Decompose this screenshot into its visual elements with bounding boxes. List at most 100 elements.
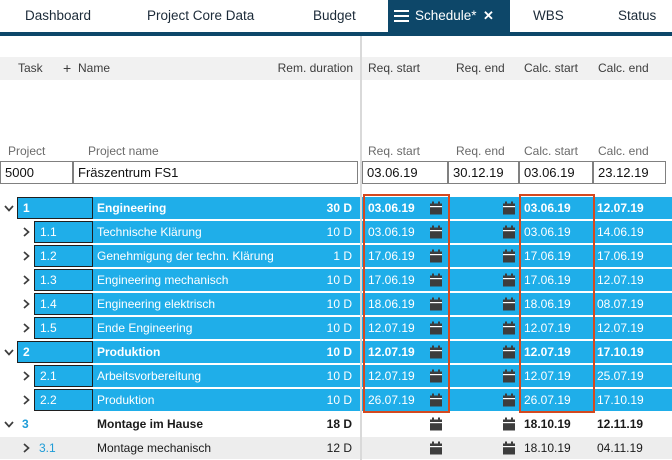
task-name-cell[interactable]: Produktion bbox=[97, 345, 161, 359]
task-number-cell[interactable]: 2 bbox=[17, 341, 93, 363]
remaining-duration-cell[interactable]: 30 D bbox=[326, 201, 352, 215]
task-row[interactable]: 1 Engineering 30 D 03.06.19 03.06.19 12.… bbox=[0, 197, 672, 219]
remaining-duration-cell[interactable]: 10 D bbox=[326, 345, 352, 359]
calendar-icon[interactable] bbox=[429, 249, 443, 263]
calendar-icon[interactable] bbox=[429, 297, 443, 311]
task-name-cell[interactable]: Engineering elektrisch bbox=[97, 297, 216, 311]
task-number-cell[interactable]: 2.1 bbox=[34, 365, 93, 387]
task-row[interactable]: 1.1 Technische Klärung 10 D 03.06.19 03.… bbox=[0, 221, 672, 243]
remaining-duration-cell[interactable]: 10 D bbox=[326, 393, 352, 407]
remaining-duration-cell[interactable]: 1 D bbox=[333, 249, 352, 263]
calendar-icon[interactable] bbox=[429, 417, 443, 431]
task-row[interactable]: 2.1 Arbeitsvorbereitung 10 D 12.07.19 12… bbox=[0, 365, 672, 387]
req-start-cell[interactable]: 17.06.19 bbox=[368, 249, 415, 263]
task-name-cell[interactable]: Ende Engineering bbox=[97, 321, 193, 335]
chevron-icon[interactable] bbox=[20, 298, 32, 310]
hamburger-icon[interactable] bbox=[394, 10, 409, 22]
remaining-duration-cell[interactable]: 10 D bbox=[326, 225, 352, 239]
chevron-icon[interactable] bbox=[20, 370, 32, 382]
chevron-icon[interactable] bbox=[20, 274, 32, 286]
remaining-duration-cell[interactable]: 18 D bbox=[326, 417, 352, 431]
calendar-icon[interactable] bbox=[502, 321, 516, 335]
tab-budget[interactable]: Budget bbox=[313, 8, 356, 23]
req-start-cell[interactable]: 17.06.19 bbox=[368, 273, 415, 287]
calendar-icon[interactable] bbox=[502, 249, 516, 263]
calendar-icon[interactable] bbox=[502, 441, 516, 455]
remaining-duration-cell[interactable]: 10 D bbox=[326, 369, 352, 383]
req-start-cell[interactable]: 12.07.19 bbox=[368, 369, 415, 383]
remaining-duration-cell[interactable]: 10 D bbox=[326, 321, 352, 335]
chevron-icon[interactable] bbox=[20, 322, 32, 334]
calendar-icon[interactable] bbox=[429, 201, 443, 215]
task-number-cell[interactable]: 1.5 bbox=[34, 317, 93, 339]
tab-wbs[interactable]: WBS bbox=[533, 8, 564, 23]
calendar-icon[interactable] bbox=[502, 273, 516, 287]
project-calc-start-field[interactable]: 03.06.19 bbox=[519, 161, 593, 184]
chevron-icon[interactable] bbox=[3, 418, 15, 430]
task-name-cell[interactable]: Montage mechanisch bbox=[97, 441, 212, 455]
remaining-duration-cell[interactable]: 10 D bbox=[326, 273, 352, 287]
calendar-icon[interactable] bbox=[502, 225, 516, 239]
chevron-icon[interactable] bbox=[20, 250, 32, 262]
task-row[interactable]: 1.5 Ende Engineering 10 D 12.07.19 12.07… bbox=[0, 317, 672, 339]
task-name-cell[interactable]: Arbeitsvorbereitung bbox=[97, 369, 202, 383]
remaining-duration-cell[interactable]: 12 D bbox=[326, 441, 352, 455]
task-name-cell[interactable]: Technische Klärung bbox=[97, 225, 202, 239]
calendar-icon[interactable] bbox=[502, 345, 516, 359]
task-row[interactable]: 3 Montage im Hause 18 D 18.10.19 12.11.1… bbox=[0, 413, 672, 435]
add-column-button[interactable]: + bbox=[63, 60, 72, 76]
task-number-cell[interactable]: 3.1 bbox=[39, 441, 56, 455]
calendar-icon[interactable] bbox=[502, 393, 516, 407]
calendar-icon[interactable] bbox=[429, 441, 443, 455]
calendar-icon[interactable] bbox=[502, 417, 516, 431]
task-number-cell[interactable]: 1.2 bbox=[34, 245, 93, 267]
project-req-start-field[interactable]: 03.06.19 bbox=[362, 161, 448, 184]
calendar-icon[interactable] bbox=[502, 201, 516, 215]
close-icon[interactable]: ✕ bbox=[483, 8, 494, 23]
task-name-cell[interactable]: Genehmigung der techn. Klärung bbox=[97, 249, 274, 263]
remaining-duration-cell[interactable]: 10 D bbox=[326, 297, 352, 311]
chevron-icon[interactable] bbox=[20, 394, 32, 406]
req-start-cell[interactable]: 03.06.19 bbox=[368, 201, 415, 215]
chevron-icon[interactable] bbox=[3, 346, 15, 358]
project-calc-end-field[interactable]: 23.12.19 bbox=[593, 161, 666, 184]
req-start-cell[interactable]: 03.06.19 bbox=[368, 225, 415, 239]
chevron-icon[interactable] bbox=[3, 202, 15, 214]
task-number-cell[interactable]: 2.2 bbox=[34, 389, 93, 411]
tab-schedule[interactable]: Schedule* ✕ bbox=[388, 0, 510, 36]
tab-dashboard[interactable]: Dashboard bbox=[25, 8, 92, 23]
calendar-icon[interactable] bbox=[429, 273, 443, 287]
project-name-field[interactable]: Fräszentrum FS1 bbox=[73, 161, 358, 184]
chevron-icon[interactable] bbox=[20, 442, 32, 454]
calendar-icon[interactable] bbox=[429, 393, 443, 407]
task-number-cell[interactable]: 1.3 bbox=[34, 269, 93, 291]
req-start-cell[interactable]: 26.07.19 bbox=[368, 393, 415, 407]
project-id-field[interactable]: 5000 bbox=[0, 161, 73, 184]
task-name-cell[interactable]: Engineering bbox=[97, 201, 167, 215]
calendar-icon[interactable] bbox=[502, 297, 516, 311]
task-name-cell[interactable]: Produktion bbox=[97, 393, 155, 407]
task-row[interactable]: 1.3 Engineering mechanisch 10 D 17.06.19… bbox=[0, 269, 672, 291]
task-row[interactable]: 2.2 Produktion 10 D 26.07.19 26.07.19 17… bbox=[0, 389, 672, 411]
calendar-icon[interactable] bbox=[429, 321, 443, 335]
task-name-cell[interactable]: Engineering mechanisch bbox=[97, 273, 229, 287]
calendar-icon[interactable] bbox=[429, 369, 443, 383]
calendar-icon[interactable] bbox=[429, 345, 443, 359]
req-start-cell[interactable]: 12.07.19 bbox=[368, 321, 415, 335]
tab-project-core-data[interactable]: Project Core Data bbox=[147, 8, 255, 23]
tab-status[interactable]: Status bbox=[618, 8, 657, 23]
task-row[interactable]: 2 Produktion 10 D 12.07.19 12.07.19 17.1… bbox=[0, 341, 672, 363]
task-number-cell[interactable]: 3 bbox=[22, 417, 29, 431]
task-number-cell[interactable]: 1.1 bbox=[34, 221, 93, 243]
chevron-icon[interactable] bbox=[20, 226, 32, 238]
task-row[interactable]: 3.1 Montage mechanisch 12 D 18.10.19 04.… bbox=[0, 437, 672, 459]
task-name-cell[interactable]: Montage im Hause bbox=[97, 417, 204, 431]
task-row[interactable]: 1.4 Engineering elektrisch 10 D 18.06.19… bbox=[0, 293, 672, 315]
calendar-icon[interactable] bbox=[429, 225, 443, 239]
task-number-cell[interactable]: 1 bbox=[17, 197, 93, 219]
task-row[interactable]: 1.2 Genehmigung der techn. Klärung 1 D 1… bbox=[0, 245, 672, 267]
req-start-cell[interactable]: 12.07.19 bbox=[368, 345, 415, 359]
task-number-cell[interactable]: 1.4 bbox=[34, 293, 93, 315]
project-req-end-field[interactable]: 30.12.19 bbox=[448, 161, 519, 184]
req-start-cell[interactable]: 18.06.19 bbox=[368, 297, 415, 311]
